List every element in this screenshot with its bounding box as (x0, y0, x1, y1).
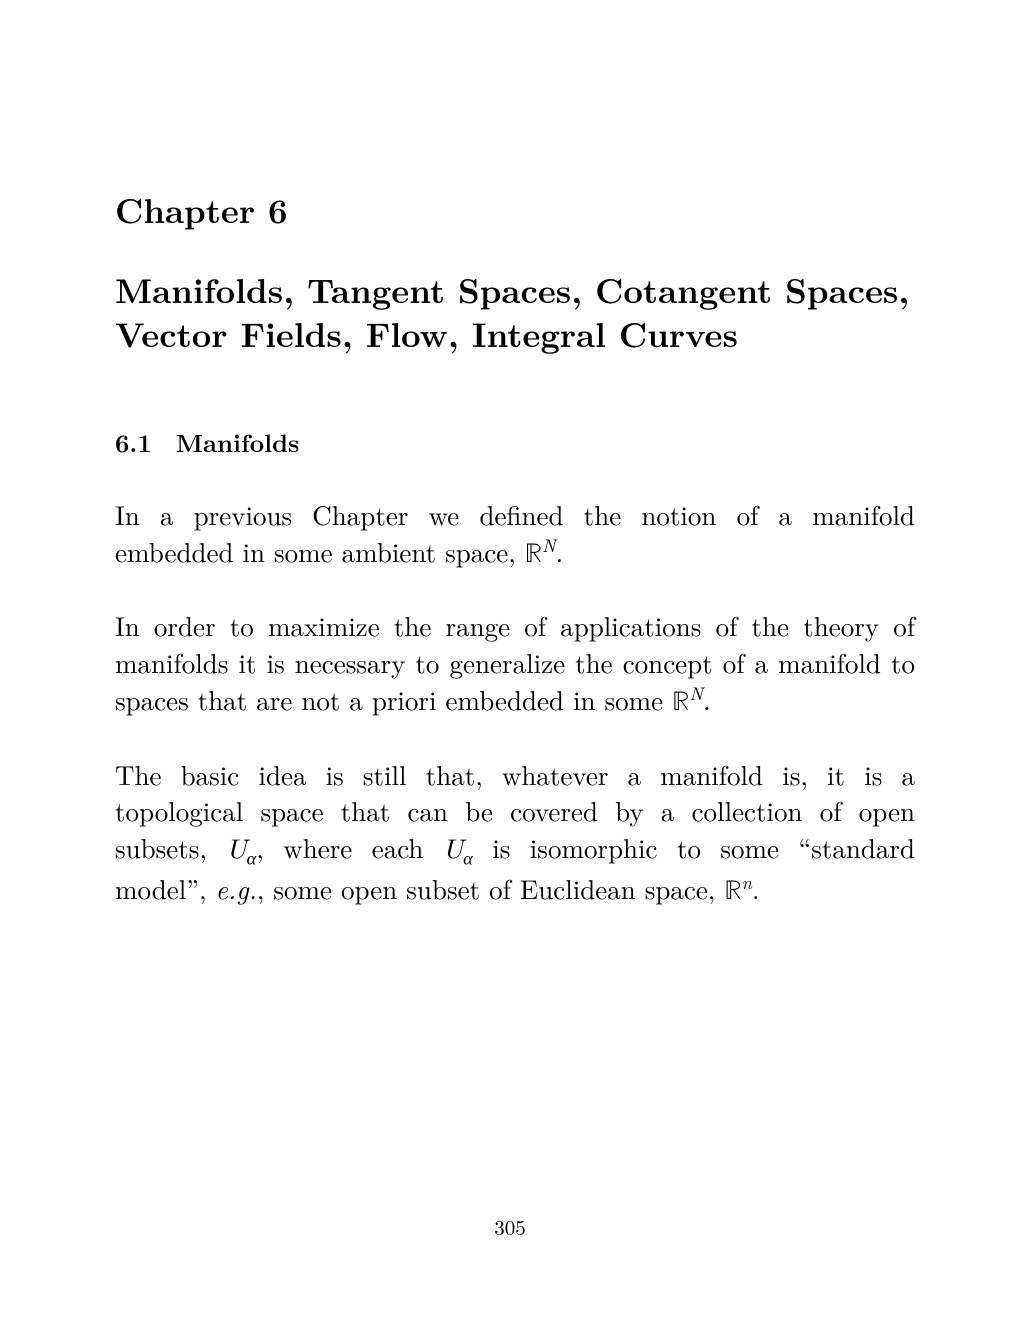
page: Chapter 6 Manifolds, Tangent Spaces, Cot… (0, 0, 1020, 1320)
math-rn: ℝ (525, 541, 542, 568)
p2-text-b: . (703, 680, 711, 718)
math-exp-n3: n (742, 869, 752, 895)
paragraph-2: In order to maximize the range of applic… (115, 607, 915, 721)
math-alpha-2: α (463, 844, 473, 870)
math-u-2: U (443, 837, 463, 864)
math-alpha-1: α (247, 844, 257, 870)
math-u-1: U (226, 837, 246, 864)
p3-text-d: , some open subset of Euclidean space, (257, 869, 724, 907)
p3-eg: e.g. (216, 869, 257, 907)
p3-text-e: . (752, 869, 760, 907)
section-title: Manifolds (176, 425, 300, 460)
p1-text-a: In a previous Chapter we defined the not… (115, 495, 915, 570)
p1-text-b: . (556, 532, 564, 570)
paragraph-3: The basic idea is still that, whatever a… (115, 756, 915, 911)
chapter-title: Manifolds, Tangent Spaces, Cotangent Spa… (115, 268, 915, 355)
math-rn-3: ℝ (724, 878, 741, 905)
paragraph-1: In a previous Chapter we defined the not… (115, 496, 915, 573)
section-heading: 6.1 Manifolds (115, 425, 915, 460)
chapter-label: Chapter 6 (115, 185, 915, 234)
page-number: 305 (0, 1212, 1020, 1242)
p3-text-b: , where each (256, 828, 443, 866)
math-rn-2: ℝ (672, 689, 689, 716)
p2-text-a: In order to maximize the range of applic… (115, 606, 915, 717)
section-number: 6.1 (115, 425, 152, 460)
math-exp-n1: N (542, 532, 556, 558)
math-exp-n2: N (689, 680, 703, 706)
